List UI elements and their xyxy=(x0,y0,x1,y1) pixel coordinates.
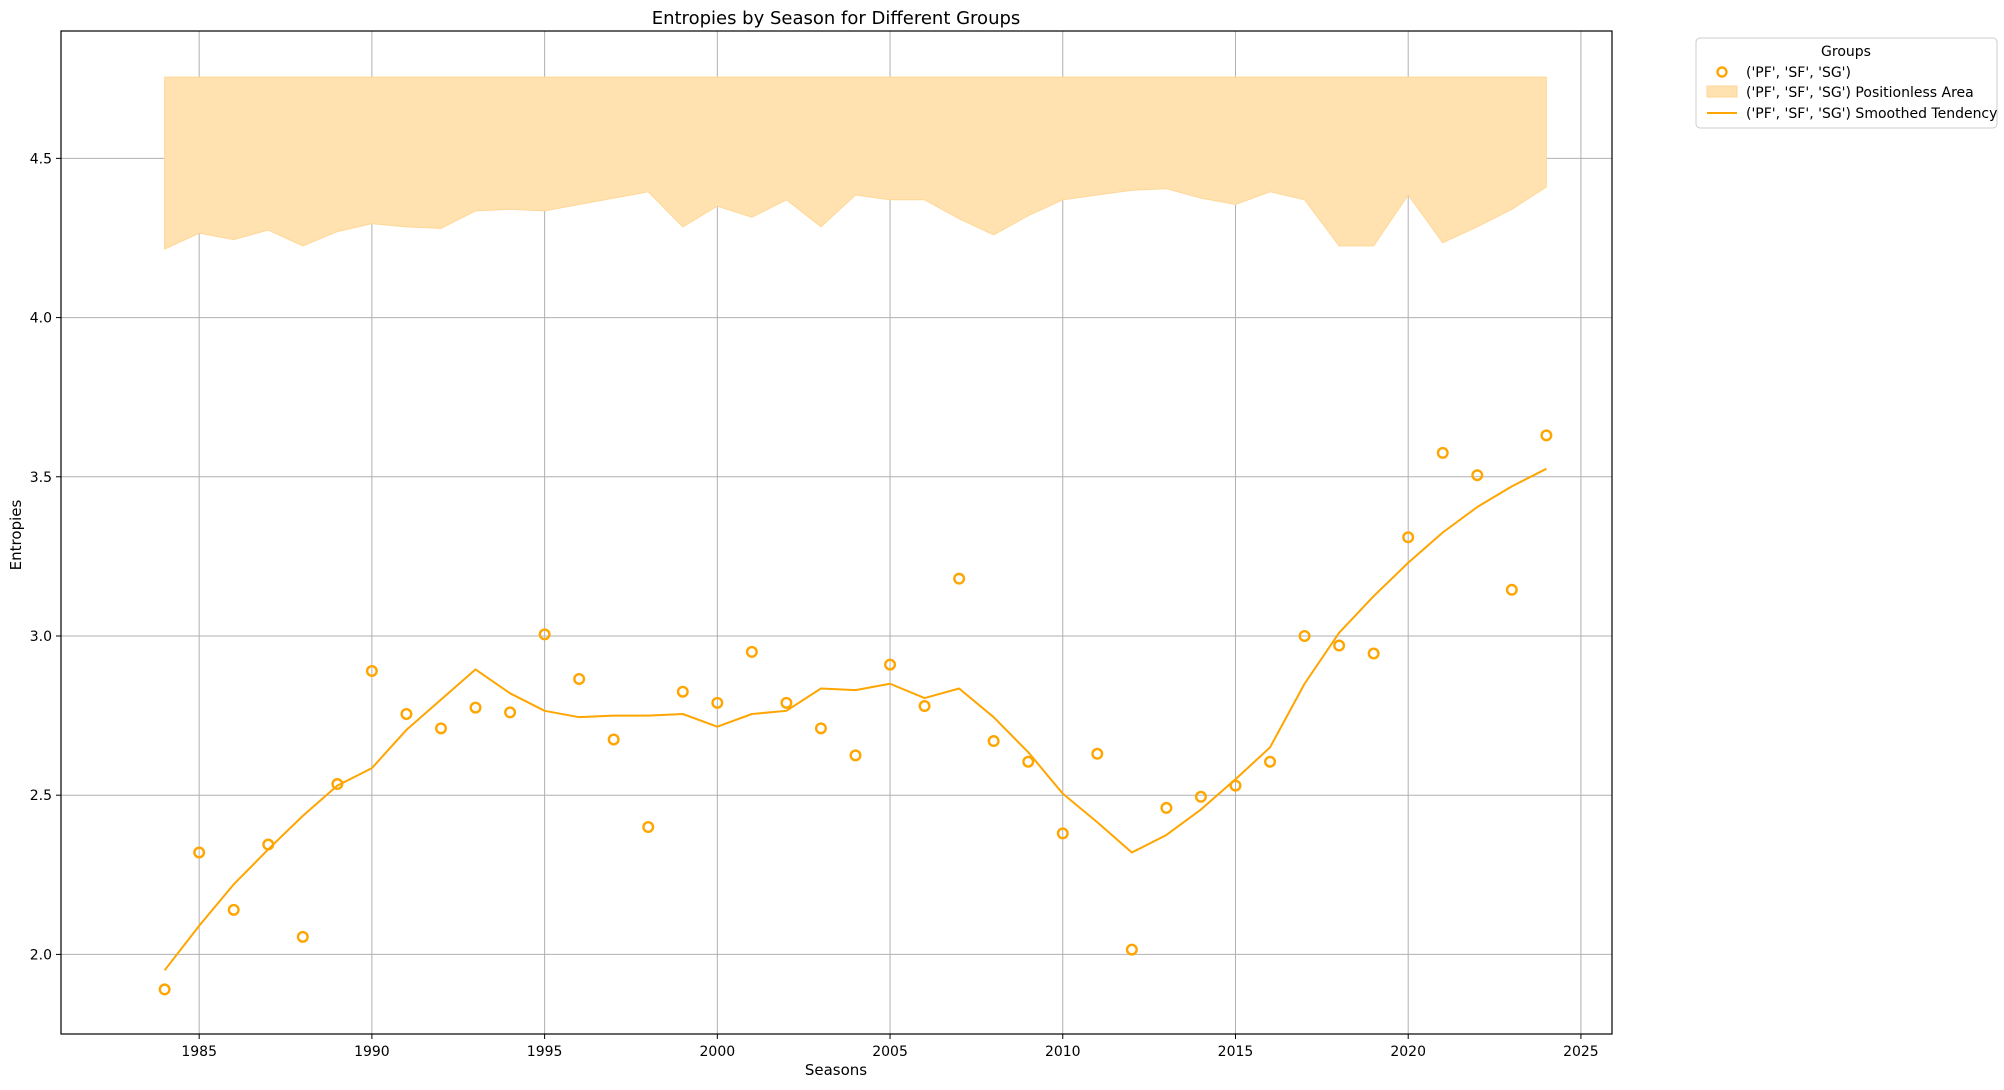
scatter-point-2011 xyxy=(1091,747,1104,760)
y-tick-label-2: 3.0 xyxy=(30,629,52,645)
x-tick-label-1985: 1985 xyxy=(181,1044,217,1060)
smoothed-tendency-line xyxy=(163,467,1547,971)
scatter-point-2018 xyxy=(1333,639,1346,652)
scatter-point-1996 xyxy=(573,672,586,685)
scatter-point-1990 xyxy=(365,665,378,678)
chart-title: Entropies by Season for Different Groups xyxy=(652,8,1021,29)
y-axis-ticks: 2.0 2.5 3.0 3.5 4.0 4.5 xyxy=(30,151,61,963)
scatter-point-2009 xyxy=(1022,755,1035,768)
scatter-point-2013 xyxy=(1160,801,1173,814)
scatter-point-1986 xyxy=(227,903,240,916)
legend-swatch-area xyxy=(1706,85,1738,98)
legend-marker-scatter xyxy=(1716,66,1728,78)
scatter-point-1994 xyxy=(504,706,517,719)
legend-label-area: ('PF', 'SF', 'SG') Positionless Area xyxy=(1746,85,1974,101)
scatter-point-1989 xyxy=(331,778,344,791)
scatter-point-2014 xyxy=(1194,790,1207,803)
legend-label-tendency: ('PF', 'SF', 'SG') Smoothed Tendency xyxy=(1746,106,1997,122)
scatter-point-2006 xyxy=(918,700,931,713)
x-tick-label-2020: 2020 xyxy=(1390,1044,1426,1060)
scatter-points xyxy=(158,429,1553,996)
scatter-point-2012 xyxy=(1125,943,1138,956)
scatter-point-1993 xyxy=(469,701,482,714)
x-axis-ticks: 1985 1990 1995 2000 2005 2010 2015 2020 2025 xyxy=(181,1034,1599,1060)
scatter-point-2015 xyxy=(1229,779,1242,792)
scatter-point-2022 xyxy=(1471,469,1484,482)
positionless-area xyxy=(164,76,1547,250)
smoothed-tendency xyxy=(163,467,1547,971)
scatter-point-1997 xyxy=(607,733,620,746)
scatter-point-2016 xyxy=(1264,755,1277,768)
scatter-point-1987 xyxy=(262,838,275,851)
scatter-point-2005 xyxy=(884,658,897,671)
legend-label-scatter: ('PF', 'SF', 'SG') xyxy=(1746,65,1851,81)
y-tick-label-3: 3.5 xyxy=(30,470,52,486)
legend-title: Groups xyxy=(1821,44,1871,60)
scatter-point-1984 xyxy=(158,983,171,996)
scatter-point-2019 xyxy=(1367,647,1380,660)
scatter-point-2008 xyxy=(987,735,1000,748)
scatter-point-2007 xyxy=(953,572,966,585)
x-tick-label-2005: 2005 xyxy=(872,1044,908,1060)
x-tick-label-1995: 1995 xyxy=(527,1044,563,1060)
y-tick-label-5: 4.5 xyxy=(30,151,52,167)
scatter-point-2021 xyxy=(1436,446,1449,459)
scatter-point-1998 xyxy=(642,821,655,834)
scatter-point-2020 xyxy=(1402,531,1415,544)
scatter-point-1999 xyxy=(676,685,689,698)
scatter-point-2003 xyxy=(814,722,827,735)
x-tick-label-2025: 2025 xyxy=(1563,1044,1599,1060)
x-axis-label: Seasons xyxy=(805,1061,867,1079)
scatter-point-2017 xyxy=(1298,629,1311,642)
scatter-point-2024 xyxy=(1540,429,1553,442)
scatter-point-2004 xyxy=(849,749,862,762)
y-tick-label-0: 2.0 xyxy=(30,947,52,963)
scatter-point-2000 xyxy=(711,696,724,709)
legend: Groups ('PF', 'SF', 'SG') ('PF', 'SF', '… xyxy=(1695,37,1998,129)
y-axis-label: Entropies xyxy=(7,500,25,571)
scatter-point-2010 xyxy=(1056,827,1069,840)
scatter-point-1988 xyxy=(296,930,309,943)
y-tick-label-4: 4.0 xyxy=(30,311,52,327)
scatter-point-1992 xyxy=(434,722,447,735)
scatter-point-1991 xyxy=(400,708,413,721)
x-tick-label-2015: 2015 xyxy=(1218,1044,1254,1060)
x-tick-label-2000: 2000 xyxy=(700,1044,736,1060)
scatter-point-1985 xyxy=(193,846,206,859)
scatter-point-2002 xyxy=(780,696,793,709)
x-tick-label-2010: 2010 xyxy=(1045,1044,1081,1060)
legend-frame xyxy=(1695,37,1998,129)
scatter-point-2001 xyxy=(745,645,758,658)
y-tick-label-1: 2.5 xyxy=(30,788,52,804)
scatter-point-1995 xyxy=(538,628,551,641)
plot-frame xyxy=(60,30,1613,1035)
positionless-area-band xyxy=(164,76,1547,250)
x-tick-label-1990: 1990 xyxy=(354,1044,390,1060)
scatter-point-2023 xyxy=(1505,583,1518,596)
